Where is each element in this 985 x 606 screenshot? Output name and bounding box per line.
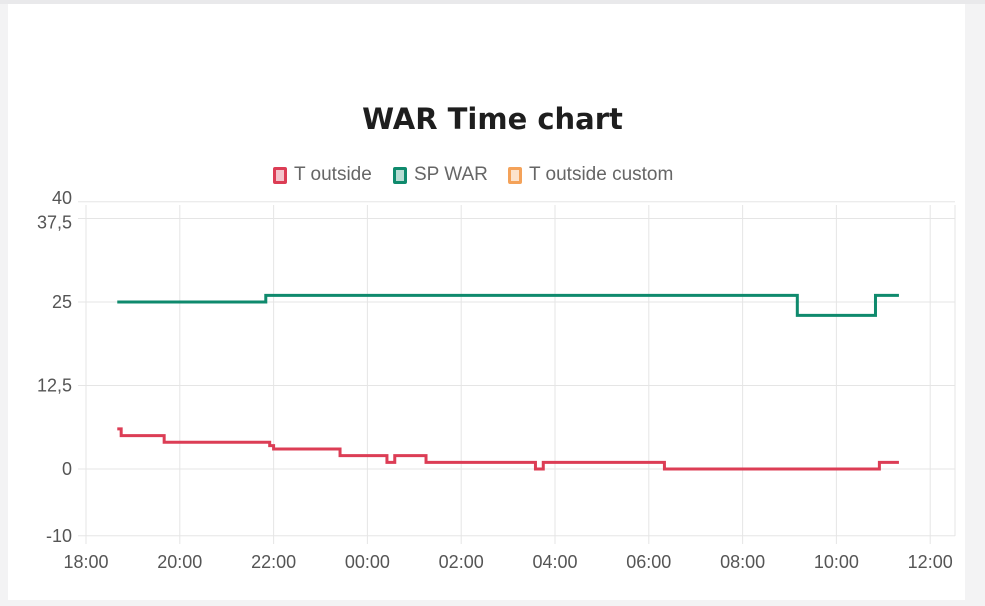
grid-layer — [78, 201, 956, 544]
series-line-t-outside — [117, 427, 899, 471]
x-tick-label: 12:00 — [908, 552, 953, 572]
y-tick-label: -10 — [46, 526, 72, 546]
legend-swatch-sp-war — [393, 166, 407, 184]
legend-label-t-outside-custom: T outside custom — [529, 164, 674, 185]
y-tick-label: 40 — [52, 188, 72, 208]
legend-item-sp-war[interactable]: SP WAR — [393, 162, 488, 188]
chart-legend: T outside SP WAR T outside custom — [0, 162, 985, 188]
x-tick-label: 18:00 — [63, 552, 108, 572]
x-tick-label: 02:00 — [439, 552, 484, 572]
top-strip — [0, 0, 985, 4]
x-tick-label: 22:00 — [251, 552, 296, 572]
legend-swatch-t-outside — [273, 166, 287, 184]
tick-layer: 18:00 20:00 22:00 00:00 02:00 04:00 06:00 08:00… — [37, 188, 953, 572]
x-tick-label: 08:00 — [720, 552, 765, 572]
y-tick-label: 25 — [52, 292, 72, 312]
y-tick-label: 0 — [62, 459, 72, 479]
legend-item-t-outside-custom[interactable]: T outside custom — [508, 162, 673, 188]
x-tick-label: 04:00 — [532, 552, 577, 572]
legend-item-t-outside[interactable]: T outside — [273, 162, 372, 188]
legend-label-sp-war: SP WAR — [414, 164, 488, 185]
x-tick-label: 00:00 — [345, 552, 390, 572]
chart-title: WAR Time chart — [362, 102, 623, 136]
series-line-sp-war — [117, 293, 899, 317]
series-layer — [117, 293, 899, 471]
y-tick-label: 37,5 — [37, 213, 72, 233]
legend-swatch-t-outside-custom — [508, 166, 522, 184]
x-tick-label: 06:00 — [626, 552, 671, 572]
y-tick-label: 12,5 — [37, 376, 72, 396]
x-tick-label: 10:00 — [814, 552, 859, 572]
x-tick-label: 20:00 — [157, 552, 202, 572]
legend-label-t-outside: T outside — [294, 164, 372, 185]
